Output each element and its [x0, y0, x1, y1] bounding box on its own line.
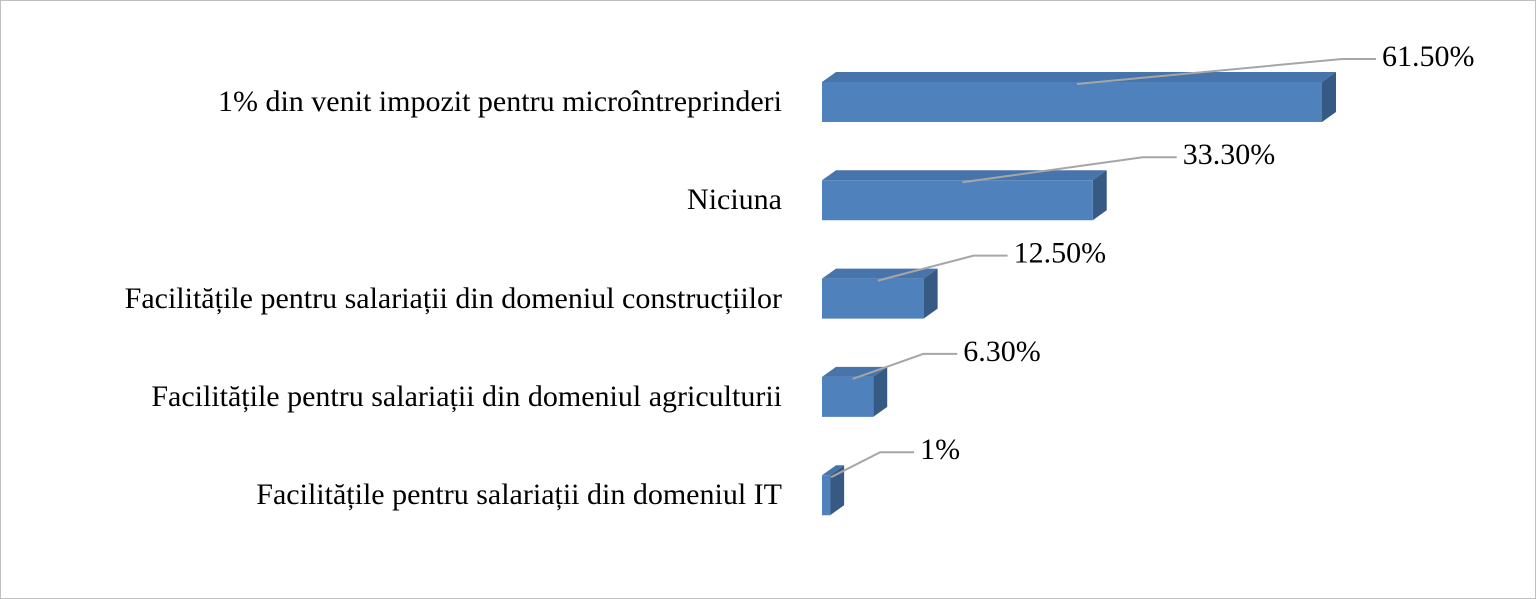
bar-front — [822, 82, 1322, 122]
data-label: 33.30% — [1183, 138, 1276, 171]
bar — [822, 170, 1107, 221]
bar-top — [822, 72, 1336, 82]
leader-line — [852, 352, 958, 380]
leader-line — [830, 451, 915, 479]
category-text: Niciuna — [687, 183, 782, 217]
bar-front — [822, 376, 874, 417]
category-label: 1% din venit impozit pentru microîntrepr… — [82, 85, 782, 119]
bar — [822, 366, 888, 417]
bar-side — [1092, 170, 1107, 221]
bar-side — [1321, 72, 1336, 122]
bar-top — [822, 366, 888, 377]
bar-top — [822, 268, 938, 279]
category-text: Facilitățile pentru salariații din domen… — [151, 379, 782, 413]
category-label: Facilitățile pentru salariații din domen… — [82, 380, 782, 414]
data-label: 1% — [920, 433, 960, 466]
bar-side — [830, 465, 845, 516]
bar-front — [822, 180, 1093, 221]
category-label: Facilitățile pentru salariații din domen… — [82, 478, 782, 512]
bar-front — [822, 475, 831, 516]
category-text: 1% din venit impozit pentru microîntrepr… — [217, 85, 782, 118]
category-text: Facilitățile pentru salariații din domen… — [124, 281, 782, 315]
bar-side — [923, 268, 938, 319]
bar-front — [822, 278, 924, 319]
category-label: Facilitățile pentru salariații din domen… — [82, 282, 782, 316]
bar-side — [873, 366, 888, 417]
data-label: 12.50% — [1014, 236, 1107, 269]
leader-line — [962, 156, 1177, 184]
bar-top — [822, 465, 845, 476]
leader-line — [1076, 58, 1376, 85]
bar-top — [822, 170, 1107, 181]
bar — [822, 268, 938, 319]
category-text: Facilitățile pentru salariații din domen… — [256, 478, 782, 512]
data-label: 6.30% — [963, 335, 1041, 368]
data-label: 61.50% — [1382, 40, 1475, 73]
bar — [822, 72, 1336, 122]
bar — [822, 465, 845, 516]
leader-line — [877, 254, 1008, 282]
category-label: Niciuna — [82, 183, 782, 217]
